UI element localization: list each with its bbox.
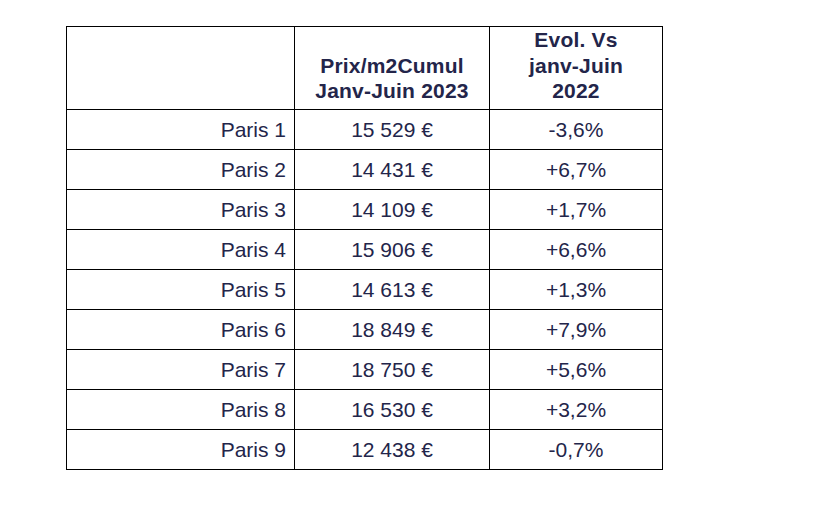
table-header: Prix/m2Cumul Janv-Juin 2023 Evol. Vs jan…: [67, 27, 663, 110]
price-cell: 12 438 €: [295, 430, 490, 470]
district-cell: Paris 3: [67, 190, 295, 230]
table-row: Paris 5 14 613 € +1,3%: [67, 270, 663, 310]
table-row: Paris 3 14 109 € +1,7%: [67, 190, 663, 230]
district-cell: Paris 9: [67, 430, 295, 470]
table-row: Paris 4 15 906 € +6,6%: [67, 230, 663, 270]
evolution-cell: +5,6%: [490, 350, 663, 390]
price-cell: 14 431 €: [295, 150, 490, 190]
table-row: Paris 9 12 438 € -0,7%: [67, 430, 663, 470]
price-cell: 18 750 €: [295, 350, 490, 390]
district-cell: Paris 1: [67, 110, 295, 150]
district-cell: Paris 7: [67, 350, 295, 390]
evolution-cell: +1,3%: [490, 270, 663, 310]
table-row: Paris 6 18 849 € +7,9%: [67, 310, 663, 350]
price-cell: 14 109 €: [295, 190, 490, 230]
header-district: [67, 27, 295, 110]
district-cell: Paris 8: [67, 390, 295, 430]
evolution-cell: +7,9%: [490, 310, 663, 350]
header-price: Prix/m2Cumul Janv-Juin 2023: [295, 27, 490, 110]
table-row: Paris 8 16 530 € +3,2%: [67, 390, 663, 430]
evolution-cell: +1,7%: [490, 190, 663, 230]
evolution-cell: +6,7%: [490, 150, 663, 190]
table-row: Paris 7 18 750 € +5,6%: [67, 350, 663, 390]
header-row: Prix/m2Cumul Janv-Juin 2023 Evol. Vs jan…: [67, 27, 663, 110]
price-cell: 15 906 €: [295, 230, 490, 270]
district-cell: Paris 2: [67, 150, 295, 190]
price-cell: 16 530 €: [295, 390, 490, 430]
paris-price-table: Prix/m2Cumul Janv-Juin 2023 Evol. Vs jan…: [66, 26, 663, 470]
price-cell: 18 849 €: [295, 310, 490, 350]
evolution-cell: +6,6%: [490, 230, 663, 270]
evolution-cell: -3,6%: [490, 110, 663, 150]
table-body: Paris 1 15 529 € -3,6% Paris 2 14 431 € …: [67, 110, 663, 470]
evolution-cell: -0,7%: [490, 430, 663, 470]
table-row: Paris 1 15 529 € -3,6%: [67, 110, 663, 150]
district-cell: Paris 4: [67, 230, 295, 270]
evolution-cell: +3,2%: [490, 390, 663, 430]
district-cell: Paris 5: [67, 270, 295, 310]
price-cell: 14 613 €: [295, 270, 490, 310]
district-cell: Paris 6: [67, 310, 295, 350]
header-evolution: Evol. Vs janv-Juin 2022: [490, 27, 663, 110]
table-row: Paris 2 14 431 € +6,7%: [67, 150, 663, 190]
price-cell: 15 529 €: [295, 110, 490, 150]
